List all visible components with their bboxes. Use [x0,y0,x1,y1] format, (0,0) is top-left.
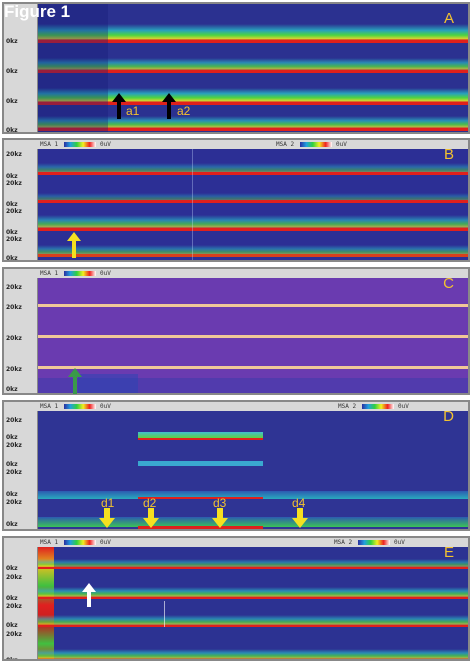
panel-a: 0kz 0kz 0kz 0kz A [2,2,470,134]
axis-label-0k: 0kz [6,386,18,393]
spectrogram-plot [38,149,468,260]
arrow-down-icon [212,508,228,533]
axis-label-0k: 0kz [6,201,18,208]
axis-label-20k: 20kz [6,208,22,215]
header-label-left: MSA 1 [40,403,59,410]
scale-label: 0uV [394,539,405,546]
marker-label-d3: d3 [213,496,227,510]
axis-label-20k: 20kz [6,304,22,311]
scale-label: 0uV [100,141,111,148]
color-scale [64,271,96,276]
scale-label: 0uV [398,403,409,410]
axis-label-0k: 0kz [6,521,18,528]
header-label-right: MSA 2 [276,141,295,148]
axis-label-0k: 0kz [6,127,18,134]
spectrogram-plot [38,278,468,393]
spectrogram-plot [38,4,468,132]
axis-label-0k: 0kz [6,98,18,105]
arrow-up-icon [112,93,126,124]
color-scale [64,540,96,545]
panel-letter-e: E [443,544,454,561]
header-label-left: MSA 1 [40,141,59,148]
axis-label-20k: 20kz [6,366,22,373]
axis-label-0k: 0kz [6,68,18,75]
panel-letter-a: A [443,10,454,27]
axis-label-0k: 0kz [6,38,18,45]
color-scale [64,142,96,147]
axis-label-0k: 0kz [6,434,18,441]
marker-label-a1: a1 [126,104,140,118]
panel-c: MSA 1 0uV 20kz 20kz 20kz 20kz 0kz C [2,267,470,395]
arrow-up-icon [67,232,81,263]
axis-label-0k: 0kz [6,461,18,468]
axis-label-20k: 20kz [6,236,22,243]
axis-label-20k: 20kz [6,574,22,581]
arrow-down-icon [292,508,308,533]
marker-label-d4: d4 [292,496,306,510]
scale-label: 0uV [100,403,111,410]
color-scale [358,540,390,545]
arrow-up-icon [82,583,96,612]
arrow-up-icon [68,368,82,399]
spectrogram-plot [38,547,468,659]
scale-label: 0uV [336,141,347,148]
arrow-up-icon [162,93,176,124]
arrow-down-icon [99,508,115,533]
color-scale [362,404,394,409]
marker-label-a2: a2 [177,104,191,118]
panel-e: MSA 1 0uV MSA 2 0uV 0kz 20kz 0kz 20kz 0k… [2,536,470,661]
axis-label-20k: 20kz [6,499,22,506]
figure-title: Figure 1 [4,2,71,21]
scale-label: 0uV [100,270,111,277]
axis-label-0k: 0kz [6,622,18,629]
marker-label-d2: d2 [143,496,157,510]
axis-label-0k: 0kz [6,565,18,572]
axis-label-0k: 0kz [6,173,18,180]
scale-label: 0uV [100,539,111,546]
panel-letter-b: B [443,146,454,163]
frequency-axis: 0kz 0kz 0kz 0kz [4,4,38,132]
color-scale [64,404,96,409]
header-label-right: MSA 2 [334,539,353,546]
axis-label-0k: 0kz [6,229,18,236]
axis-label-20k: 20kz [6,284,22,291]
panel-letter-d: D [443,408,454,425]
panel-d: MSA 1 0uV MSA 2 0uV 20kz 0kz 20kz 0kz 20… [2,400,470,531]
frequency-axis: 20kz 0kz 20kz 0kz 20kz 0kz 20kz 0kz [4,149,38,260]
color-scale [300,142,332,147]
axis-label-20k: 20kz [6,180,22,187]
header-label-left: MSA 1 [40,539,59,546]
axis-label-20k: 20kz [6,151,22,158]
panel-letter-c: C [443,275,454,292]
frequency-axis: 0kz 20kz 0kz 20kz 0kz 20kz 0kz [4,547,38,659]
axis-label-20k: 20kz [6,631,22,638]
header-label-left: MSA 1 [40,270,59,277]
axis-label-20k: 20kz [6,442,22,449]
panel-b: MSA 1 0uV MSA 2 0uV 20kz 0kz 20kz 0kz 20… [2,138,470,262]
axis-label-20k: 20kz [6,417,22,424]
axis-label-0k: 0kz [6,595,18,602]
header-label-right: MSA 2 [338,403,357,410]
axis-label-0k: 0kz [6,491,18,498]
axis-label-20k: 20kz [6,335,22,342]
axis-label-0k: 0kz [6,255,18,262]
axis-label-0k: 0kz [6,657,18,661]
frequency-axis: 20kz 0kz 20kz 0kz 20kz 0kz 20kz 0kz [4,411,38,529]
axis-label-20k: 20kz [6,469,22,476]
arrow-down-icon [143,508,159,533]
marker-label-d1: d1 [101,496,115,510]
frequency-axis: 20kz 20kz 20kz 20kz 0kz [4,278,38,393]
axis-label-20k: 20kz [6,603,22,610]
